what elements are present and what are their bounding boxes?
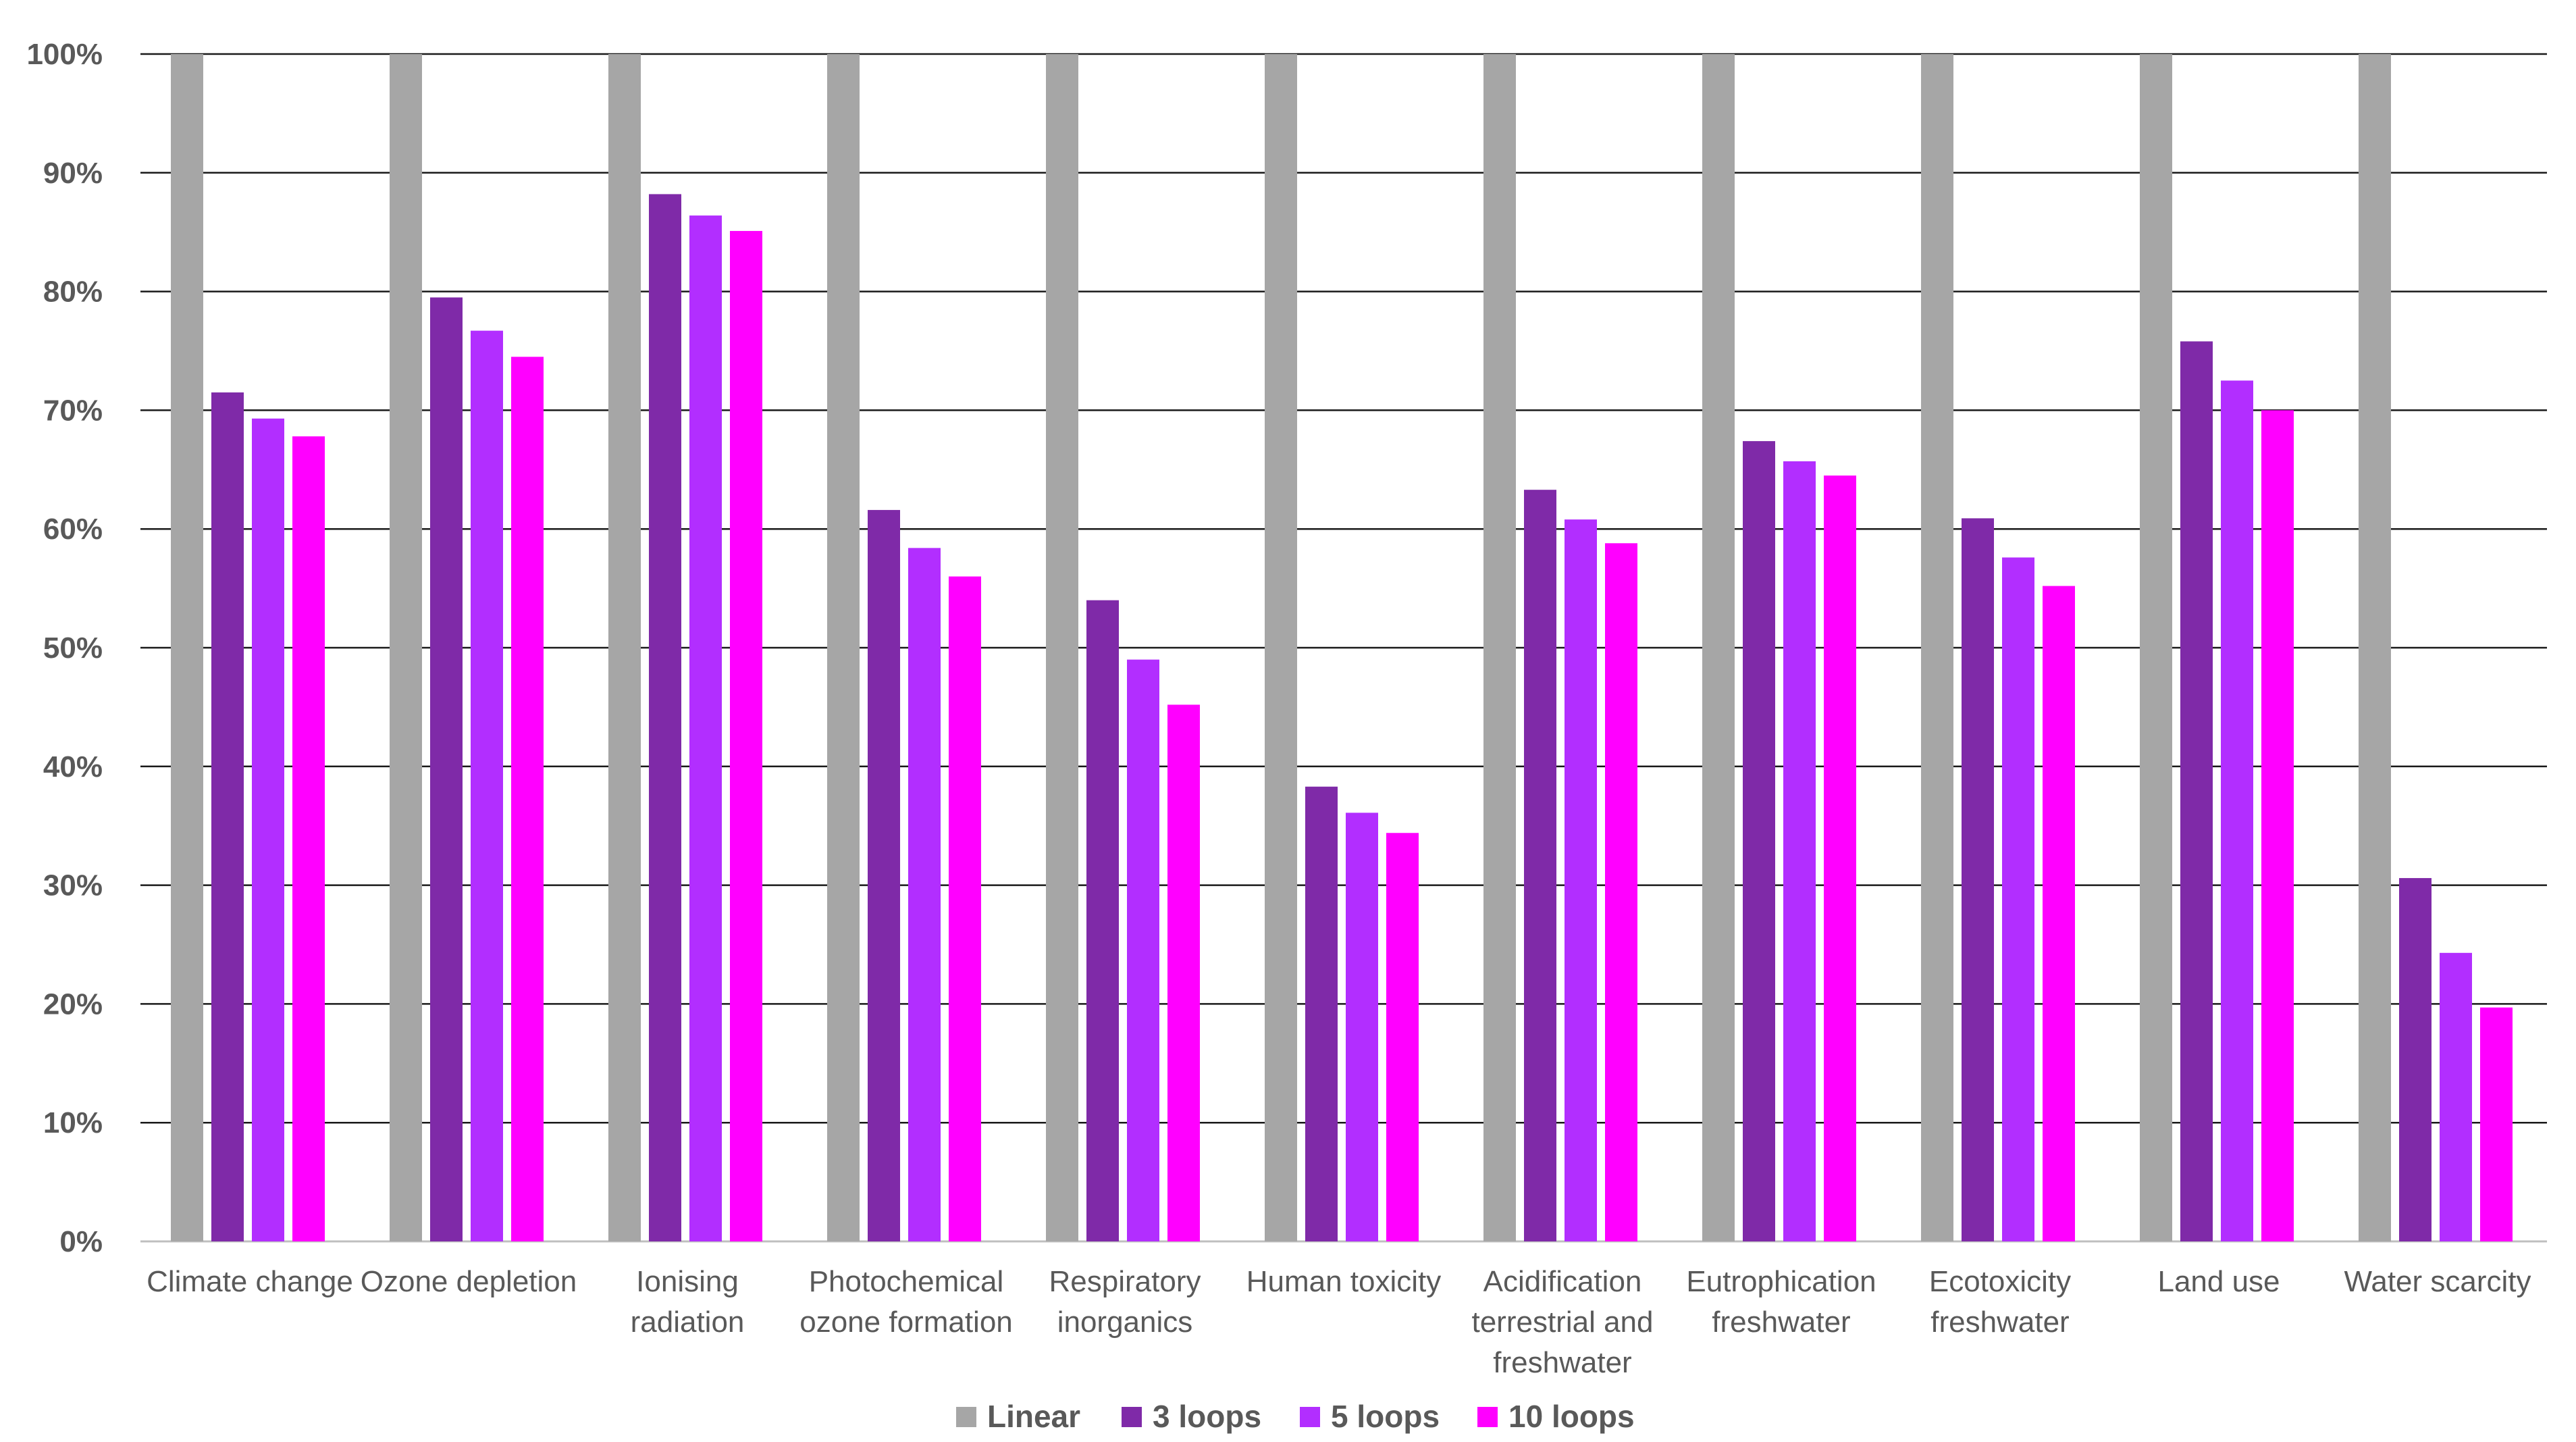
- bar-5-loops: [1565, 519, 1597, 1241]
- bar-5-loops: [1127, 659, 1159, 1241]
- bar-10-loops: [1605, 543, 1637, 1241]
- bar-linear: [171, 54, 203, 1241]
- x-category-label: Photochemical ozone formation: [799, 1265, 1013, 1339]
- x-category-label-line: Water scarcity: [2344, 1265, 2531, 1298]
- y-tick-label: 40%: [43, 750, 103, 783]
- x-category-label: Ionising radiation: [631, 1265, 745, 1339]
- x-category-label: Ecotoxicity freshwater: [1929, 1265, 2071, 1339]
- y-tick-label: 90%: [43, 157, 103, 190]
- bar-linear: [2359, 54, 2391, 1241]
- legend-swatch: [1122, 1407, 1142, 1427]
- bar-10-loops: [730, 230, 762, 1241]
- x-category-label: Ozone depletion: [361, 1265, 577, 1298]
- bar-linear: [827, 54, 860, 1241]
- x-category-label-line: Human toxicity: [1246, 1265, 1442, 1298]
- bar-3-loops: [2180, 341, 2213, 1241]
- y-tick-label: 70%: [43, 394, 103, 427]
- axes: 0% 10% 20% 30% 40% 50% 60% 70% 80% 90% 100% Climate…: [26, 38, 2531, 1379]
- bar-3-loops: [211, 392, 244, 1241]
- x-category-label: Respiratory inorganics: [1049, 1265, 1201, 1339]
- y-tick-label: 30%: [43, 869, 103, 902]
- x-category-label: Land use: [2157, 1265, 2280, 1298]
- legend-swatch: [1477, 1407, 1498, 1427]
- y-tick-label: 20%: [43, 987, 103, 1021]
- legend-swatch: [956, 1407, 976, 1427]
- legend-label: 3 loops: [1153, 1399, 1261, 1434]
- bar-linear: [1483, 54, 1516, 1241]
- x-category-label-line: Eutrophication: [1686, 1265, 1876, 1298]
- y-tick-label: 100%: [26, 38, 103, 71]
- x-category-label-line: Photochemical: [809, 1265, 1004, 1298]
- bar-3-loops: [2399, 878, 2432, 1241]
- bar-5-loops: [2221, 380, 2253, 1242]
- x-category-label: Acidification terrestrial and freshwater: [1471, 1265, 1653, 1379]
- bar-5-loops: [1346, 813, 1378, 1241]
- y-tick-label: 50%: [43, 632, 103, 665]
- bar-10-loops: [1824, 475, 1856, 1241]
- bar-linear: [1265, 54, 1297, 1241]
- x-category-label-line: freshwater: [1712, 1306, 1850, 1339]
- bar-10-loops: [1167, 704, 1200, 1241]
- legend-label: Linear: [987, 1399, 1080, 1434]
- y-tick-label: 80%: [43, 276, 103, 309]
- bar-linear: [1921, 54, 1953, 1241]
- bar-10-loops: [2261, 410, 2294, 1241]
- legend-label: 10 loops: [1508, 1399, 1635, 1434]
- x-category-label-line: Acidification: [1483, 1265, 1642, 1298]
- x-category-label: Eutrophication freshwater: [1686, 1265, 1876, 1339]
- y-tick-label: 60%: [43, 513, 103, 546]
- bar-3-loops: [1524, 490, 1556, 1241]
- bar-10-loops: [292, 436, 325, 1242]
- x-category-label-line: freshwater: [1493, 1346, 1631, 1379]
- bar-5-loops: [2440, 952, 2472, 1241]
- x-category-label-line: Respiratory: [1049, 1265, 1201, 1298]
- bar-linear: [1046, 54, 1078, 1241]
- x-category-label-line: Ozone depletion: [361, 1265, 577, 1298]
- x-category-label: Human toxicity: [1246, 1265, 1442, 1298]
- bar-5-loops: [2002, 557, 2034, 1241]
- x-category-label-line: Climate change: [147, 1265, 353, 1298]
- bar-3-loops: [649, 194, 681, 1242]
- x-category-label: Water scarcity: [2344, 1265, 2531, 1298]
- bar-linear: [1702, 54, 1735, 1241]
- bar-5-loops: [471, 330, 503, 1241]
- bar-3-loops: [1962, 518, 1994, 1242]
- x-category-label-line: terrestrial and: [1471, 1306, 1653, 1339]
- x-category-label-line: Ecotoxicity: [1929, 1265, 2071, 1298]
- bar-10-loops: [1386, 833, 1419, 1241]
- legend-label: 5 loops: [1331, 1399, 1440, 1434]
- bar-10-loops: [511, 357, 544, 1241]
- bar-5-loops: [689, 215, 722, 1241]
- x-category-label-line: radiation: [631, 1306, 745, 1339]
- y-tick-label: 0%: [59, 1225, 103, 1258]
- x-category-label-line: Land use: [2157, 1265, 2280, 1298]
- bar-3-loops: [868, 510, 900, 1241]
- bar-linear: [390, 54, 422, 1241]
- bar-3-loops: [1743, 441, 1775, 1242]
- x-category-label: Climate change: [147, 1265, 353, 1298]
- bar-linear: [608, 54, 641, 1241]
- bar-linear: [2140, 54, 2172, 1241]
- x-category-label-line: inorganics: [1057, 1306, 1193, 1339]
- bar-10-loops: [949, 576, 981, 1241]
- x-category-label-line: freshwater: [1930, 1306, 2069, 1339]
- y-tick-label: 10%: [43, 1106, 103, 1139]
- x-category-label-line: Ionising: [636, 1265, 739, 1298]
- x-category-label-line: ozone formation: [799, 1306, 1013, 1339]
- bar-10-loops: [2480, 1007, 2513, 1241]
- bar-3-loops: [430, 297, 463, 1241]
- bars: [171, 54, 2513, 1242]
- bar-5-loops: [1783, 461, 1816, 1241]
- bar-3-loops: [1305, 786, 1338, 1241]
- bar-5-loops: [908, 548, 941, 1241]
- bar-3-loops: [1086, 600, 1119, 1241]
- legend-swatch: [1300, 1407, 1320, 1427]
- bar-5-loops: [252, 418, 284, 1241]
- bar-10-loops: [2043, 586, 2075, 1241]
- legend: Linear 3 loops 5 loops 10 loops: [956, 1399, 1635, 1434]
